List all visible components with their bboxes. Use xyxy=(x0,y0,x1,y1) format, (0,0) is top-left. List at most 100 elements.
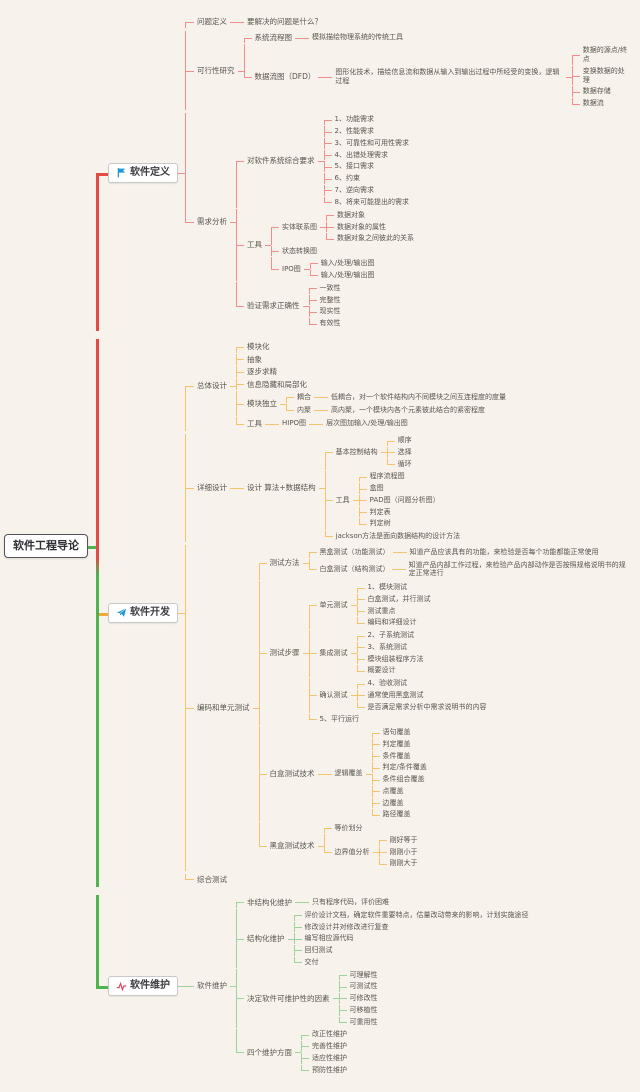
map-node[interactable]: 评价设计文档，确定软件重要特点，估量改动带来的影响，计划实施途径 xyxy=(302,910,532,921)
map-node[interactable]: 预防性维护 xyxy=(309,1065,350,1076)
map-node[interactable]: 完整性 xyxy=(317,295,344,306)
map-node[interactable]: 数据对象的属性 xyxy=(334,222,389,233)
map-node[interactable]: 交付 xyxy=(302,957,322,968)
map-node[interactable]: IPO图 xyxy=(279,264,304,275)
map-node[interactable]: 边界值分析 xyxy=(332,847,373,858)
map-node[interactable]: 3、可靠性和可用性需求 xyxy=(332,138,412,149)
map-node[interactable]: 详细设计 xyxy=(194,482,230,493)
map-node[interactable]: 耦合 xyxy=(294,392,314,403)
map-node[interactable]: 集成测试 xyxy=(317,648,351,659)
map-node[interactable]: 综合测试 xyxy=(194,874,230,885)
map-node[interactable]: 非结构化维护 xyxy=(244,897,295,908)
map-node[interactable]: 完善性维护 xyxy=(309,1041,350,1052)
map-node[interactable]: 可测试性 xyxy=(347,981,381,992)
map-node[interactable]: 只有程序代码，评价困难 xyxy=(309,897,392,908)
map-node[interactable]: 黑盒测试（功能测试） xyxy=(317,547,393,558)
map-node[interactable]: 确认测试 xyxy=(317,690,351,701)
map-node[interactable]: 模块独立 xyxy=(244,398,280,409)
map-node[interactable]: 刚刚小于 xyxy=(387,847,421,858)
map-node[interactable]: 通常使用黑盒测试 xyxy=(365,690,427,701)
map-node[interactable]: 要解决的问题是什么？ xyxy=(244,16,325,27)
map-node[interactable]: 1、模块测试 xyxy=(365,582,410,593)
map-node[interactable]: 模块化 xyxy=(244,341,273,352)
map-node[interactable]: 白盒测试技术 xyxy=(267,768,318,779)
map-node[interactable]: 5、平行运行 xyxy=(317,714,362,725)
map-node[interactable]: 输入/处理/输出图 xyxy=(318,258,378,269)
map-node[interactable]: 8、将来可能提出的需求 xyxy=(332,197,412,208)
map-node[interactable]: 测试步骤 xyxy=(267,647,303,658)
map-node[interactable]: 工具 xyxy=(333,495,353,506)
map-node[interactable]: 抽象 xyxy=(244,354,265,365)
map-node[interactable]: 问题定义 xyxy=(194,16,230,27)
map-node[interactable]: 变换数据的处理 xyxy=(580,66,634,86)
map-node[interactable]: 编码和详细设计 xyxy=(365,617,420,628)
map-node[interactable]: 6、约束 xyxy=(332,173,363,184)
map-node[interactable]: 选择 xyxy=(395,447,415,458)
map-node[interactable]: 条件组合覆盖 xyxy=(380,774,428,785)
map-node[interactable]: 系统流程图 xyxy=(252,32,296,43)
map-node[interactable]: 顺序 xyxy=(395,435,415,446)
map-node[interactable]: 输入/处理/输出图 xyxy=(318,270,378,281)
map-node[interactable]: 信息隐藏和局部化 xyxy=(244,379,310,390)
map-node[interactable]: 可理解性 xyxy=(347,970,381,981)
map-node[interactable]: 状态转换图 xyxy=(279,246,320,257)
map-node[interactable]: 结构化维护 xyxy=(244,933,288,944)
map-node[interactable]: 需求分析 xyxy=(194,216,230,227)
map-node[interactable]: 编码和单元测试 xyxy=(194,702,253,713)
map-node[interactable]: 单元测试 xyxy=(317,600,351,611)
map-node[interactable]: 判定/条件覆盖 xyxy=(380,762,430,773)
map-node[interactable]: 总体设计 xyxy=(194,380,230,391)
map-node[interactable]: 四个维护方面 xyxy=(244,1047,295,1058)
map-node[interactable]: 数据的源点/终点 xyxy=(580,45,634,65)
map-node[interactable]: 数据流图（DFD） xyxy=(252,71,319,82)
map-node[interactable]: jackson方法是面向数据结构的设计方法 xyxy=(333,531,464,542)
map-node[interactable]: 循环 xyxy=(395,459,415,470)
map-node[interactable]: 图形化技术，描绘信息流和数据从输入到输出过程中所经受的变换，逻辑过程 xyxy=(332,67,565,87)
map-node[interactable]: 数据流 xyxy=(580,98,607,109)
map-node[interactable]: 可重用性 xyxy=(347,1017,381,1028)
map-node[interactable]: 数据对象 xyxy=(334,210,368,221)
map-node[interactable]: 修改设计并对修改进行复查 xyxy=(302,922,392,933)
map-node[interactable]: 现实性 xyxy=(317,306,344,317)
branch-software-maintenance[interactable]: 软件维护 xyxy=(108,975,178,997)
map-node[interactable]: 高内聚，一个模块内各个元素彼此结合的紧密程度 xyxy=(328,405,488,416)
map-node[interactable]: 点覆盖 xyxy=(380,786,407,797)
map-node[interactable]: 程序流程图 xyxy=(367,471,408,482)
map-node[interactable]: 语句覆盖 xyxy=(380,727,414,738)
map-node[interactable]: 2、性能需求 xyxy=(332,126,377,137)
map-node[interactable]: 4、出错处理需求 xyxy=(332,150,391,161)
map-node[interactable]: 白盒测试，并行测试 xyxy=(365,594,434,605)
map-node[interactable]: 一致性 xyxy=(317,283,344,294)
map-node[interactable]: 数据存储 xyxy=(580,86,614,97)
map-node[interactable]: 判定表 xyxy=(367,507,394,518)
map-node[interactable]: 基本控制结构 xyxy=(333,447,381,458)
map-node[interactable]: 可修改性 xyxy=(347,993,381,1004)
map-node[interactable]: 层次图加输入/处理/输出图 xyxy=(323,418,411,429)
map-node[interactable]: 改正性维护 xyxy=(309,1029,350,1040)
map-node[interactable]: 边覆盖 xyxy=(380,798,407,809)
map-node[interactable]: HIPO图 xyxy=(279,418,309,429)
map-node[interactable]: 1、功能需求 xyxy=(332,114,377,125)
map-node[interactable]: 工具 xyxy=(244,418,265,429)
map-node[interactable]: 3、系统测试 xyxy=(365,642,410,653)
map-node[interactable]: 概要设计 xyxy=(365,665,399,676)
map-node[interactable]: 等价划分 xyxy=(332,823,366,834)
map-node[interactable]: 黑盒测试技术 xyxy=(267,840,318,851)
map-node[interactable]: 白盒测试（结构测试） xyxy=(317,564,392,575)
map-node[interactable]: 实体联系图 xyxy=(279,222,320,233)
map-node[interactable]: 知道产品内部工作过程，来检验产品内部动作是否按照规格说明书的规定正常进行 xyxy=(406,560,634,580)
map-node[interactable]: 逻辑覆盖 xyxy=(332,768,366,779)
map-node[interactable]: 决定软件可维护性的因素 xyxy=(244,993,333,1004)
map-node[interactable]: 验证需求正确性 xyxy=(244,300,303,311)
map-node[interactable]: 刚刚大于 xyxy=(387,858,421,869)
map-node[interactable]: 4、验收测试 xyxy=(365,678,410,689)
map-node[interactable]: 回归测试 xyxy=(302,945,336,956)
map-node[interactable]: 对软件系统综合要求 xyxy=(244,155,318,166)
map-node[interactable]: 低耦合，对一个软件结构内不同模块之间互连程度的度量 xyxy=(328,392,509,403)
map-node[interactable]: 知道产品应该具有的功能，来检验是否每个功能都能正常使用 xyxy=(407,547,602,558)
map-node[interactable]: 判定树 xyxy=(367,518,394,529)
map-node[interactable]: 有效性 xyxy=(317,318,344,329)
map-node[interactable]: 路径覆盖 xyxy=(380,809,414,820)
map-node[interactable]: 是否满足需求分析中需求说明书的内容 xyxy=(365,702,490,713)
map-node[interactable]: 判定覆盖 xyxy=(380,739,414,750)
